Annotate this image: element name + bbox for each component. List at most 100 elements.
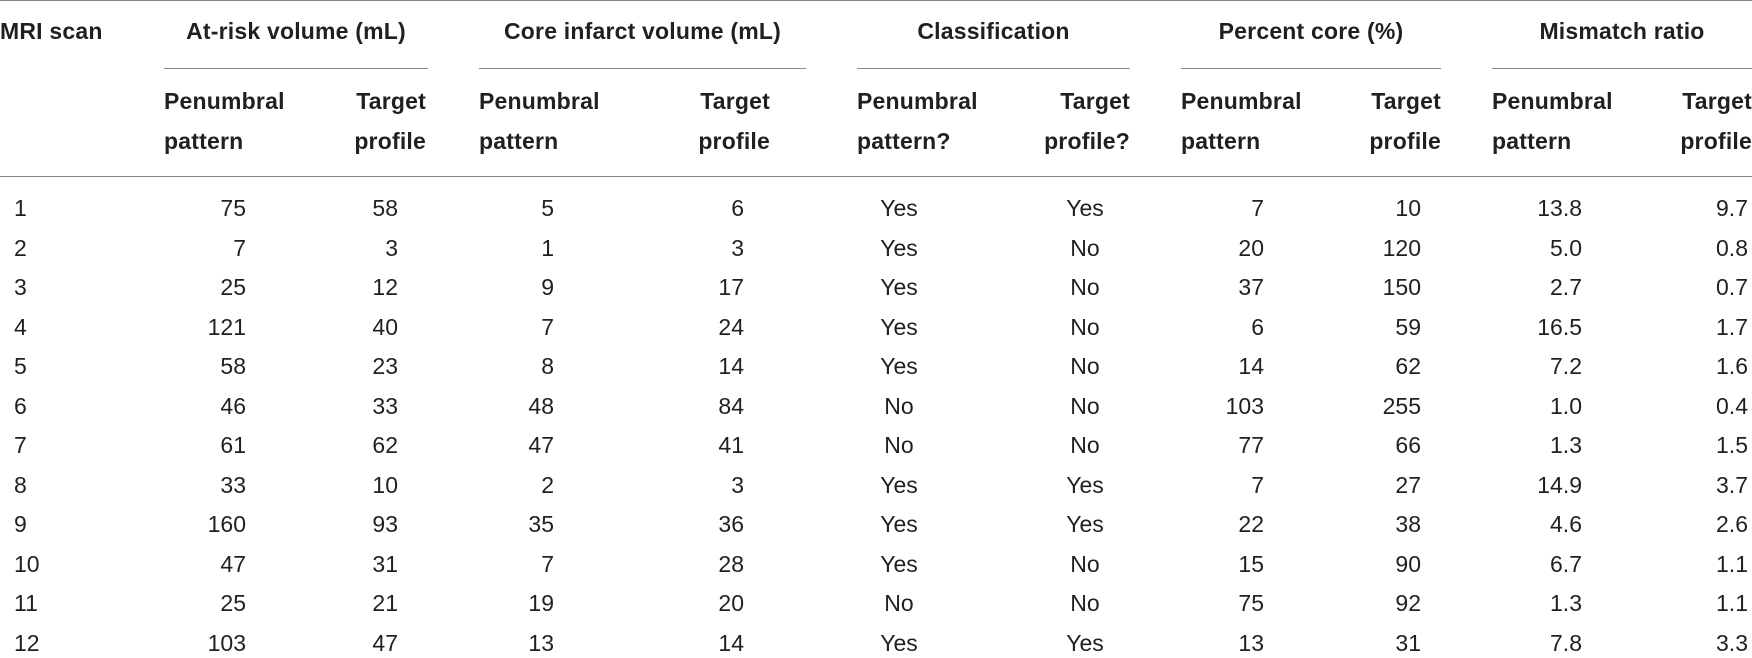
subcolumn-header: profile [1369, 128, 1441, 154]
table-cell: 14.9 [1537, 472, 1582, 498]
table-cell: 120 [1382, 235, 1421, 261]
table-cell: No [1070, 353, 1100, 379]
table-cell: 3.3 [1716, 630, 1748, 656]
table-cell: 36 [718, 511, 744, 537]
table-cell: Yes [880, 551, 918, 577]
table-cell: 9.7 [1716, 195, 1748, 221]
table-cell: 255 [1382, 393, 1421, 419]
column-group-header: Percent core (%) [1218, 18, 1404, 44]
table-cell: 1.1 [1716, 551, 1748, 577]
table-cell: 23 [372, 353, 398, 379]
table-cell: Yes [880, 274, 918, 300]
table-cell: 1.5 [1716, 432, 1748, 458]
table-cell: 14 [1238, 353, 1264, 379]
table-cell: 150 [1382, 274, 1421, 300]
table-cell: 3 [731, 235, 744, 261]
table-cell: 92 [1395, 590, 1421, 616]
table-cell: 25 [220, 274, 246, 300]
table-cell: Yes [1066, 472, 1104, 498]
table-cell: 1.3 [1550, 590, 1582, 616]
table-cell: 33 [220, 472, 246, 498]
table-cell: 19 [528, 590, 554, 616]
table-cell: 1.7 [1716, 314, 1748, 340]
table-cell: 66 [1395, 432, 1421, 458]
subcolumn-header: pattern [164, 128, 244, 154]
table-cell: 59 [1395, 314, 1421, 340]
table-cell: No [884, 590, 914, 616]
table-cell: 9 [541, 274, 554, 300]
subcolumn-header: pattern [479, 128, 559, 154]
table-cell: 84 [718, 393, 744, 419]
table-cell: 0.8 [1716, 235, 1748, 261]
table-cell: 6.7 [1550, 551, 1582, 577]
table-cell: 2 [541, 472, 554, 498]
row-label: 5 [14, 353, 27, 379]
column-group-header: Mismatch ratio [1539, 18, 1705, 44]
table-cell: 31 [1395, 630, 1421, 656]
table-cell: Yes [880, 235, 918, 261]
table-cell: 13 [528, 630, 554, 656]
table-cell: 75 [220, 195, 246, 221]
row-label: 12 [14, 630, 40, 656]
table-top-rule [0, 0, 1752, 1]
table-cell: 8 [541, 353, 554, 379]
subcolumn-header: profile [1680, 128, 1752, 154]
table-cell: 160 [207, 511, 246, 537]
table-cell: 62 [1395, 353, 1421, 379]
subcolumn-header: Target [1682, 88, 1752, 114]
table-cell: Yes [880, 511, 918, 537]
table-cell: 13.8 [1537, 195, 1582, 221]
table-cell: 37 [1238, 274, 1264, 300]
table-cell: 47 [528, 432, 554, 458]
table-cell: 40 [372, 314, 398, 340]
table-cell: No [1070, 590, 1100, 616]
table-cell: 121 [207, 314, 246, 340]
table-cell: 48 [528, 393, 554, 419]
table-cell: No [1070, 314, 1100, 340]
table-cell: No [1070, 551, 1100, 577]
table-cell: 38 [1395, 511, 1421, 537]
subcolumn-header: Target [1060, 88, 1130, 114]
table-cell: 6 [1251, 314, 1264, 340]
table-cell: 7 [1251, 195, 1264, 221]
table-cell: Yes [880, 195, 918, 221]
table-cell: Yes [880, 353, 918, 379]
table-cell: 10 [372, 472, 398, 498]
table-cell: 24 [718, 314, 744, 340]
table-cell: No [1070, 274, 1100, 300]
subcolumn-header: pattern? [857, 128, 951, 154]
table-cell: 58 [220, 353, 246, 379]
header-bottom-rule [0, 176, 1752, 177]
table-cell: Yes [1066, 195, 1104, 221]
table-cell: 13 [1238, 630, 1264, 656]
table-cell: 15 [1238, 551, 1264, 577]
table-cell: 62 [372, 432, 398, 458]
table-cell: 103 [1225, 393, 1264, 419]
table-cell: 14 [718, 353, 744, 379]
table-cell: 1.0 [1550, 393, 1582, 419]
subcolumn-header: Penumbral [857, 88, 978, 114]
table-cell: No [1070, 235, 1100, 261]
table-cell: 0.4 [1716, 393, 1748, 419]
table-cell: 7 [233, 235, 246, 261]
table-cell: 1 [541, 235, 554, 261]
table-cell: 77 [1238, 432, 1264, 458]
subcolumn-header: Penumbral [1492, 88, 1613, 114]
column-group-rule [479, 68, 806, 69]
table-cell: Yes [1066, 630, 1104, 656]
table-cell: 90 [1395, 551, 1421, 577]
table-cell: 22 [1238, 511, 1264, 537]
table-cell: 17 [718, 274, 744, 300]
row-label: 8 [14, 472, 27, 498]
table-cell: 5.0 [1550, 235, 1582, 261]
table-cell: 103 [207, 630, 246, 656]
subcolumn-header: Target [700, 88, 770, 114]
table-cell: 12 [372, 274, 398, 300]
subcolumn-header: Penumbral [164, 88, 285, 114]
table-cell: No [884, 432, 914, 458]
table-cell: 7.8 [1550, 630, 1582, 656]
table-cell: 10 [1395, 195, 1421, 221]
table-cell: 7 [1251, 472, 1264, 498]
table-cell: 41 [718, 432, 744, 458]
